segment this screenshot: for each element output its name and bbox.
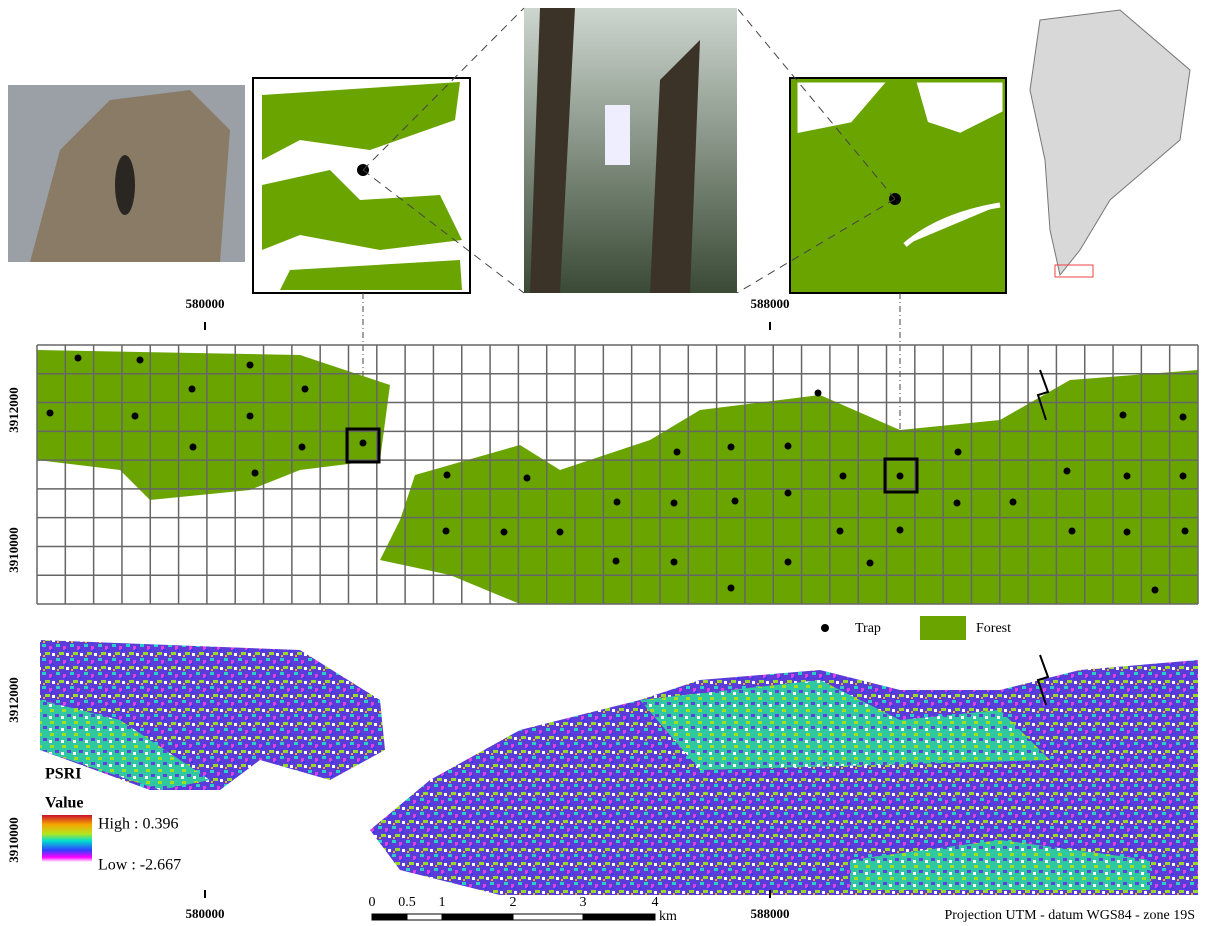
x-label: 588000: [751, 906, 790, 921]
trap: [501, 529, 508, 536]
trap: [1152, 587, 1159, 594]
legend-label: Forest: [976, 621, 1011, 636]
trap: [674, 449, 681, 456]
trap: [1069, 528, 1076, 535]
y-label: 3910000: [6, 527, 21, 573]
trap: [299, 444, 306, 451]
scale-label: 0.5: [398, 895, 416, 910]
scale-label: 4: [652, 895, 659, 910]
trap: [189, 386, 196, 393]
trap: [137, 357, 144, 364]
inset-left: [253, 78, 470, 293]
color-ramp: [42, 815, 92, 862]
trap: [190, 444, 197, 451]
trap: [955, 449, 962, 456]
trap: [728, 444, 735, 451]
trap: [1180, 414, 1187, 421]
trap: [613, 558, 620, 565]
scale-unit: km: [659, 909, 677, 924]
y-label: 3912000: [6, 387, 21, 433]
scale-label: 2: [510, 895, 517, 910]
x-label: 580000: [186, 906, 225, 921]
scale-label: 0: [369, 895, 376, 910]
trap: [728, 585, 735, 592]
trap: [671, 559, 678, 566]
x-label: 588000: [751, 296, 790, 311]
inset-right: [790, 78, 1006, 293]
y-label: 3912000: [6, 677, 21, 723]
trap-photo: [524, 8, 737, 293]
psri-map: [40, 640, 1198, 895]
legend-title: PSRI: [45, 766, 81, 783]
trap: [360, 440, 367, 447]
trap: [132, 413, 139, 420]
trap: [443, 528, 450, 535]
scale-bar: [372, 914, 655, 920]
trap: [444, 472, 451, 479]
legend-high: High : 0.396: [98, 816, 178, 833]
trap: [732, 498, 739, 505]
trap: [815, 390, 822, 397]
scale-label: 3: [580, 895, 587, 910]
x-label: 580000: [186, 296, 225, 311]
legend-subtitle: Value: [45, 795, 84, 812]
trap: [785, 559, 792, 566]
forest-area: [37, 350, 1198, 604]
trap: [837, 528, 844, 535]
trap: [671, 500, 678, 507]
beetle-photo: [8, 85, 245, 262]
trap: [557, 529, 564, 536]
trap: [1182, 528, 1189, 535]
trap: [1010, 499, 1017, 506]
trap: [897, 473, 904, 480]
y-label: 3910000: [6, 817, 21, 863]
trap: [247, 413, 254, 420]
trap: [954, 500, 961, 507]
trap: [867, 560, 874, 567]
trap: [840, 473, 847, 480]
trap: [897, 527, 904, 534]
scale-label: 1: [439, 895, 446, 910]
figure: 580000 588000 3912000 3910000 Trap Fores…: [0, 0, 1206, 926]
trap: [1124, 529, 1131, 536]
south-america-map: [1030, 10, 1190, 277]
trap: [75, 355, 82, 362]
trap: [247, 362, 254, 369]
trap: [1120, 412, 1127, 419]
trap: [1124, 473, 1131, 480]
trap: [524, 475, 531, 482]
trap: [785, 443, 792, 450]
trap: [785, 490, 792, 497]
trap: [47, 410, 54, 417]
trap: [1064, 468, 1071, 475]
trap: [614, 499, 621, 506]
projection-note: Projection UTM - datum WGS84 - zone 19S: [944, 908, 1195, 923]
legend-trap-symbol: [821, 624, 829, 632]
trap: [302, 386, 309, 393]
legend-forest-symbol: [920, 616, 966, 640]
trap: [252, 470, 259, 477]
legend-label: Trap: [855, 621, 881, 636]
trap: [1180, 473, 1187, 480]
legend-low: Low : -2.667: [98, 857, 181, 874]
